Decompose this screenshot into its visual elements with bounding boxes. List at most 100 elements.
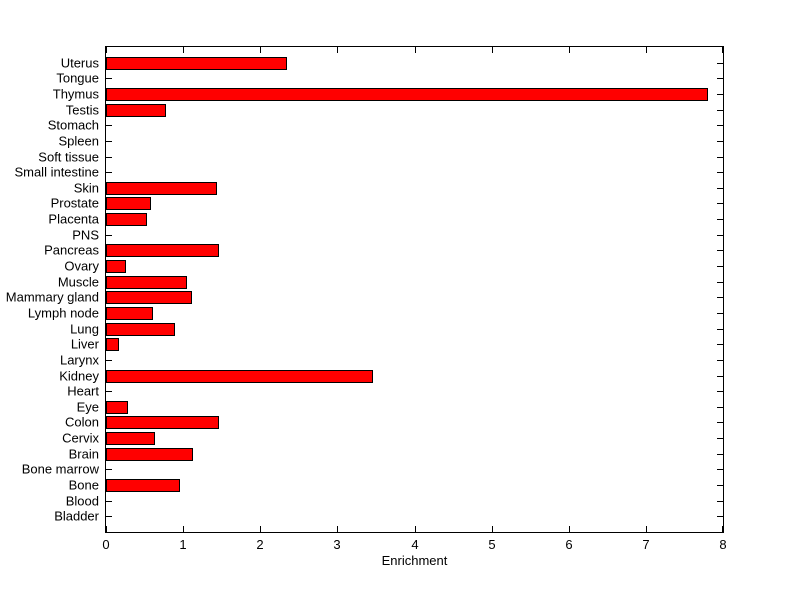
x-tick-bottom [106,526,107,532]
y-tick-left [106,157,112,158]
y-tick-right [717,188,723,189]
y-tick-right [717,63,723,64]
bar [106,432,155,445]
y-axis-label: Pancreas [44,242,99,258]
y-axis-label: Lung [70,321,99,337]
x-tick-bottom [722,526,723,532]
y-axis-label: Eye [76,399,99,415]
y-axis-label: Blood [65,493,99,509]
y-axis-label: Bone [68,477,99,493]
y-tick-right [717,329,723,330]
y-tick-right [717,141,723,142]
y-axis-label: Skin [73,180,99,196]
y-axis-label: Liver [70,336,99,352]
bar [106,291,192,304]
y-axis-label: Soft tissue [38,149,99,165]
bar [106,448,193,461]
bar [106,104,166,117]
x-tick-label: 3 [333,537,341,552]
y-tick-right [717,250,723,251]
y-tick-right [717,438,723,439]
y-tick-right [717,297,723,298]
y-tick-right [717,469,723,470]
x-tick-top [260,47,261,53]
y-tick-right [717,516,723,517]
y-tick-right [717,344,723,345]
bar [106,370,373,383]
y-tick-right [717,422,723,423]
y-tick-right [717,407,723,408]
y-axis-label: Cervix [62,430,99,446]
y-axis-label: Thymus [52,86,99,102]
x-tick-top [106,47,107,53]
y-axis-label: Heart [67,383,99,399]
x-tick-top [646,47,647,53]
bar [106,323,175,336]
y-tick-right [717,172,723,173]
x-tick-top [415,47,416,53]
y-tick-left [106,391,112,392]
bar [106,182,217,195]
bar [106,401,128,414]
y-axis-label: Bladder [54,508,99,524]
x-tick-bottom [260,526,261,532]
x-tick-label: 6 [565,537,573,552]
y-axis-label: PNS [72,227,99,243]
y-tick-right [717,313,723,314]
y-axis-label: Larynx [59,352,99,368]
y-axis-label: Small intestine [14,164,99,180]
x-tick-label: 0 [102,537,110,552]
x-tick-top [183,47,184,53]
y-axis-label: Tongue [56,70,99,86]
x-tick-label: 1 [179,537,187,552]
y-tick-right [717,110,723,111]
x-tick-label: 4 [411,537,419,552]
y-axis-label: Colon [65,414,99,430]
x-tick-bottom [337,526,338,532]
y-axis-label: Prostate [50,195,99,211]
y-tick-left [106,360,112,361]
bar [106,260,126,273]
y-tick-left [106,469,112,470]
x-tick-bottom [492,526,493,532]
y-tick-right [717,94,723,95]
x-tick-label: 8 [719,537,727,552]
y-axis-label: Lymph node [27,305,99,321]
y-tick-left [106,141,112,142]
bar [106,197,151,210]
y-tick-right [717,282,723,283]
bar [106,244,219,257]
x-tick-label: 7 [642,537,650,552]
y-tick-right [717,219,723,220]
bar [106,276,187,289]
x-tick-bottom [183,526,184,532]
y-axis-label: Spleen [58,133,99,149]
y-axis-label: Muscle [57,274,99,290]
y-axis-label: Brain [68,446,99,462]
y-tick-right [717,125,723,126]
bar [106,88,708,101]
y-tick-right [717,157,723,158]
x-axis-title: Enrichment [381,553,448,568]
bar [106,307,153,320]
x-tick-top [337,47,338,53]
y-tick-left [106,172,112,173]
y-tick-right [717,376,723,377]
x-tick-top [569,47,570,53]
bar [106,338,119,351]
bar [106,57,287,70]
y-tick-right [717,203,723,204]
x-tick-label: 5 [488,537,496,552]
y-tick-right [717,501,723,502]
x-tick-bottom [569,526,570,532]
y-axis-label: Testis [65,102,99,118]
x-tick-top [492,47,493,53]
y-axis-label: Ovary [64,258,99,274]
x-tick-bottom [646,526,647,532]
y-tick-left [106,78,112,79]
y-axis-label: Kidney [59,368,99,384]
plot-area [105,46,724,533]
x-tick-bottom [415,526,416,532]
y-tick-right [717,78,723,79]
y-axis-label: Stomach [47,117,99,133]
